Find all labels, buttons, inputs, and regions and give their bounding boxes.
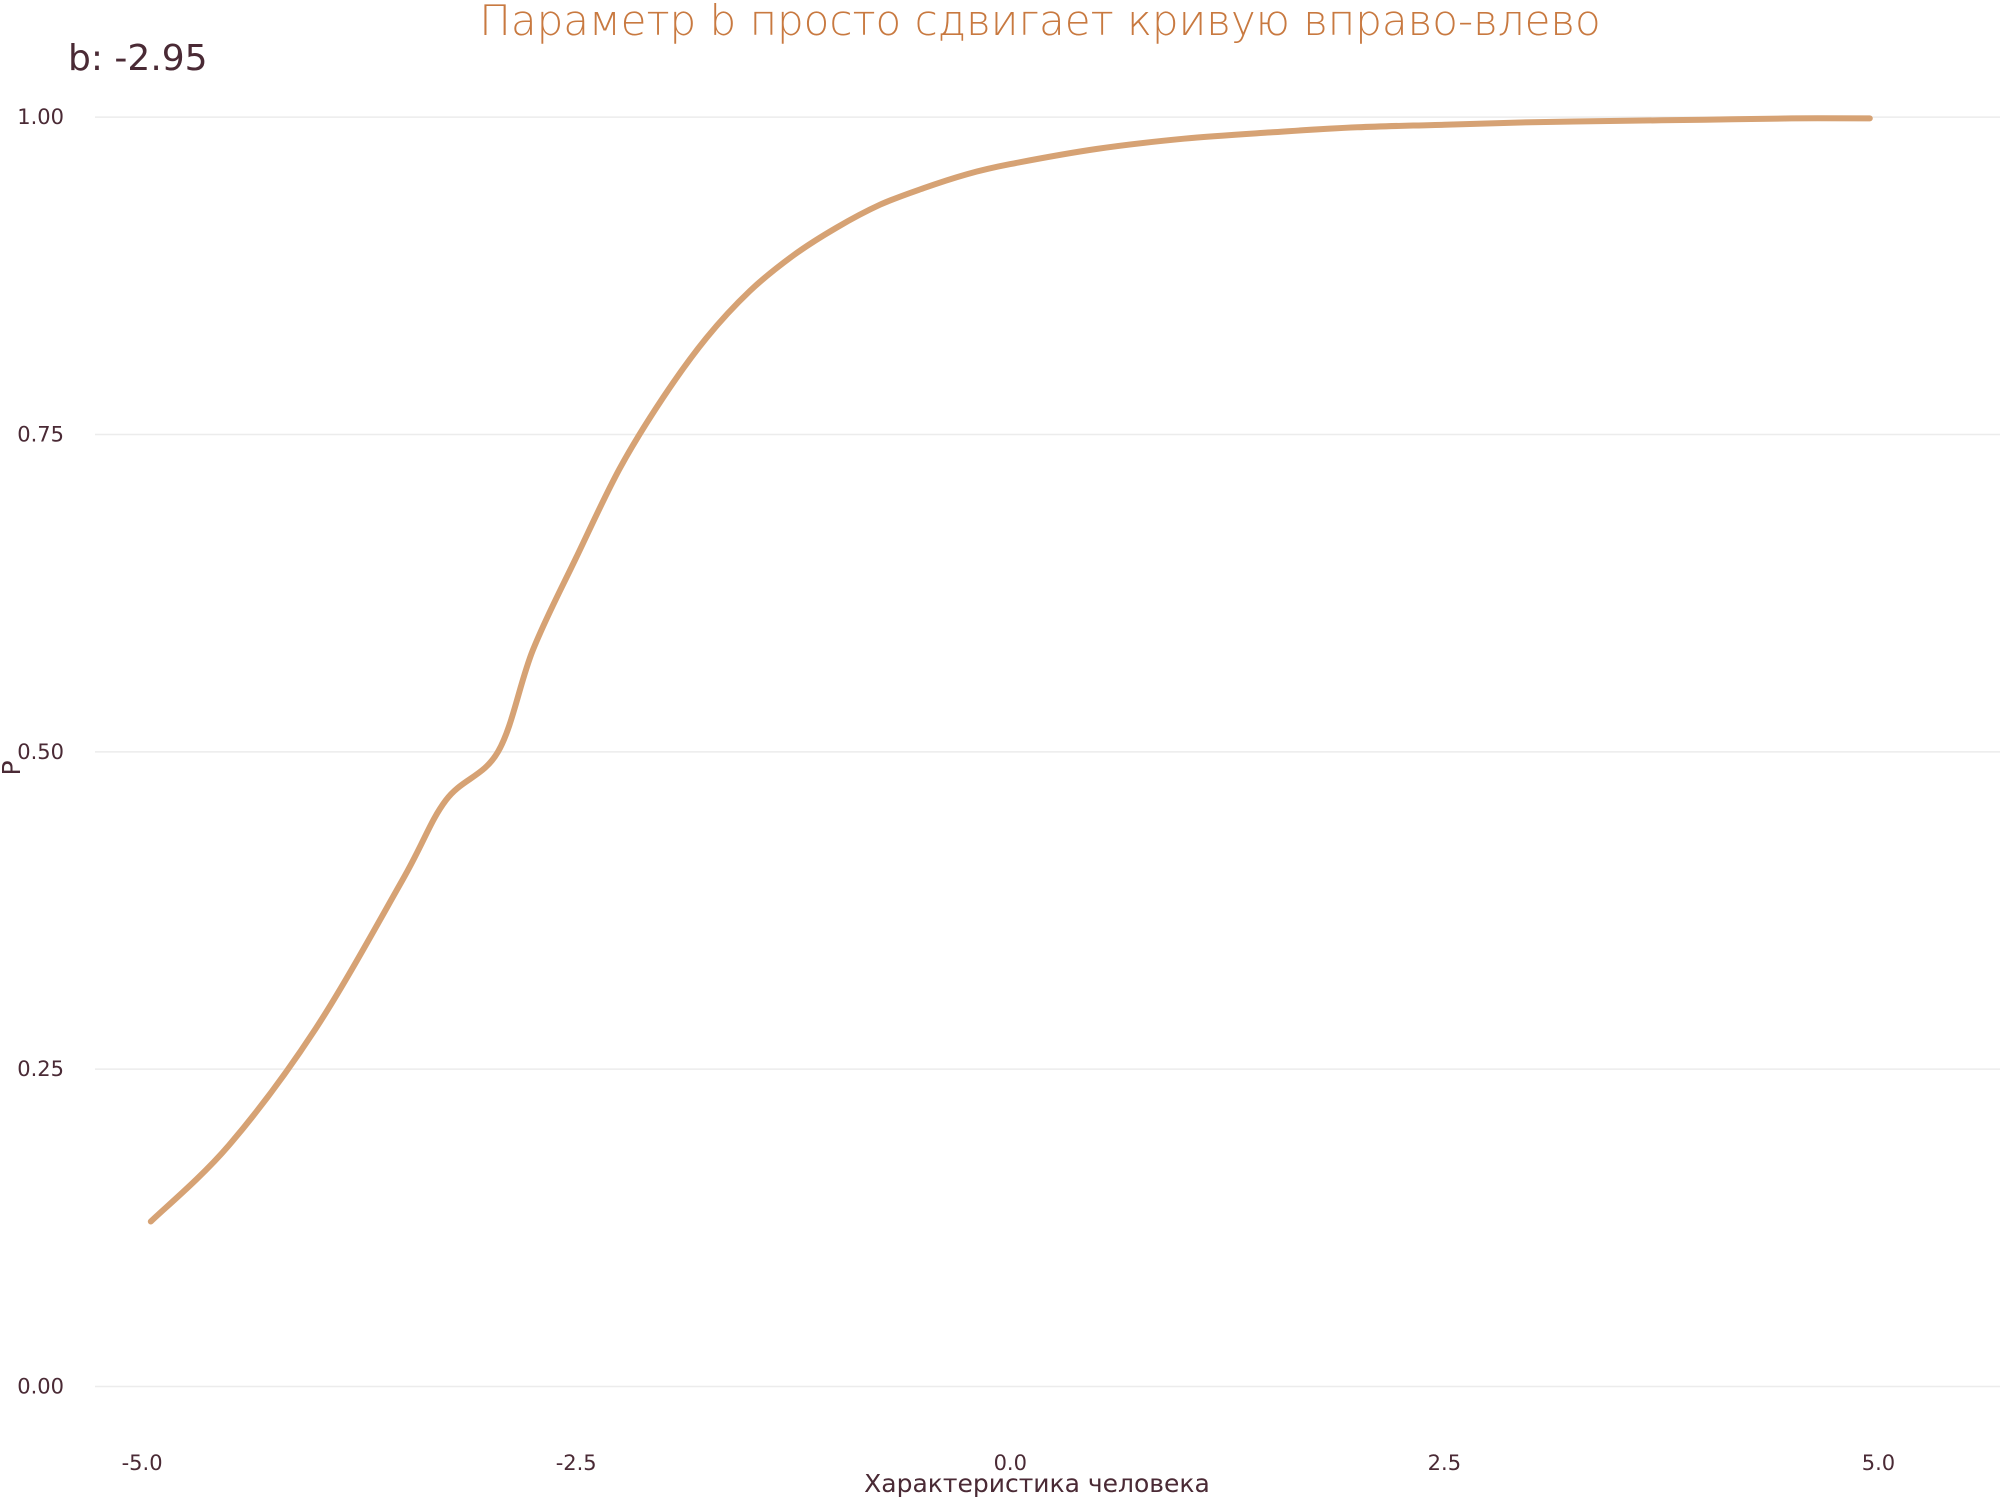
x-axis-label: Характеристика человека (864, 1469, 1210, 1498)
y-axis-label: P (0, 760, 26, 775)
y-tick-label: 1.00 (17, 105, 64, 129)
chart-title: Параметр b просто сдвигает кривую вправо… (479, 0, 1600, 45)
x-tick-label: 0.0 (994, 1451, 1027, 1475)
tick-layer: 0.00 0.25 0.50 0.75 1.00 -5.0 -2.5 0.0 2.5 5.0 (17, 105, 1895, 1475)
y-tick-label: 0.75 (17, 422, 64, 446)
x-tick-label: -5.0 (122, 1451, 163, 1475)
x-tick-label: 2.5 (1428, 1451, 1461, 1475)
x-tick-label: 5.0 (1862, 1451, 1895, 1475)
y-tick-label: 0.50 (17, 740, 64, 764)
y-tick-label: 0.00 (17, 1375, 64, 1399)
b-parameter-annotation: b: -2.95 (68, 38, 208, 79)
y-tick-label: 0.25 (17, 1057, 64, 1081)
grid-layer (95, 116, 2000, 1388)
x-tick-label: -2.5 (556, 1451, 597, 1475)
curve-layer (147, 115, 1873, 1225)
probability-curve (147, 115, 1873, 1225)
